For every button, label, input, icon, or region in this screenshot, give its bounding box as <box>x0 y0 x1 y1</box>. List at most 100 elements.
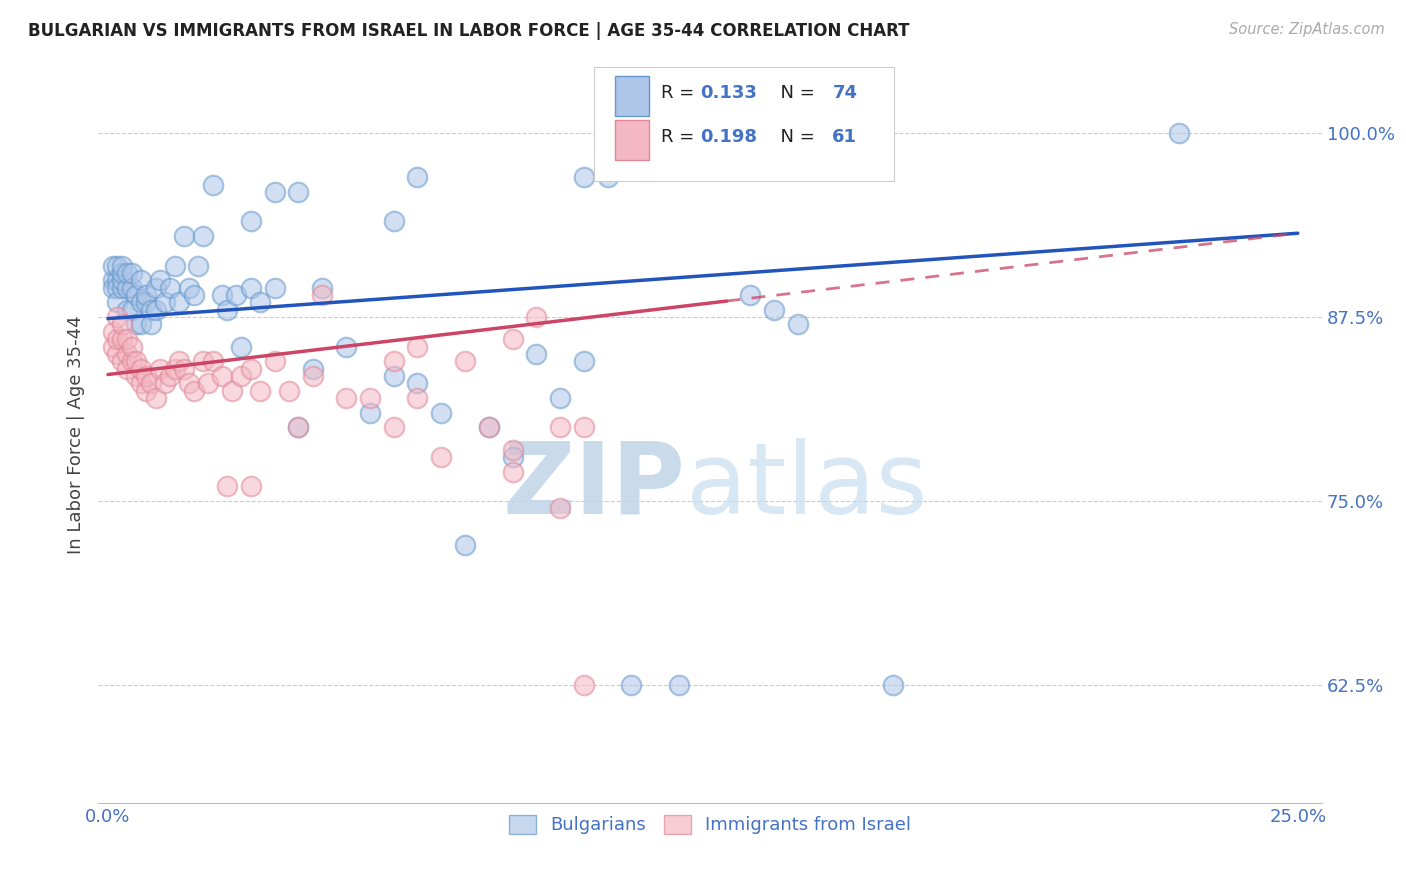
Point <box>111 332 134 346</box>
Point <box>125 369 148 384</box>
Text: ZIP: ZIP <box>503 438 686 535</box>
Point <box>121 266 143 280</box>
Point <box>231 369 253 384</box>
Point <box>139 376 162 391</box>
Point <box>249 295 271 310</box>
Point <box>239 214 262 228</box>
Point <box>215 479 238 493</box>
Point <box>101 273 124 287</box>
Point <box>129 318 152 332</box>
Point <box>107 347 129 361</box>
Point <box>548 391 571 405</box>
Point <box>173 361 195 376</box>
Point <box>101 280 124 294</box>
Y-axis label: In Labor Force | Age 35-44: In Labor Force | Age 35-44 <box>66 316 84 554</box>
Point <box>125 288 148 302</box>
Point <box>548 420 571 434</box>
Point <box>121 354 143 368</box>
Point <box>121 340 143 354</box>
Point <box>169 354 191 368</box>
Point <box>359 391 381 405</box>
Point <box>382 369 405 384</box>
Point <box>169 295 191 310</box>
Text: 0.198: 0.198 <box>700 128 758 145</box>
Point <box>191 229 214 244</box>
Point <box>111 259 134 273</box>
Point <box>177 376 200 391</box>
Point <box>382 420 405 434</box>
Point <box>502 450 524 464</box>
Point <box>115 347 138 361</box>
Point <box>572 678 595 692</box>
Point <box>135 369 157 384</box>
Point <box>596 170 619 185</box>
Point <box>502 332 524 346</box>
Text: R =: R = <box>661 84 700 102</box>
Point <box>139 302 162 317</box>
Point <box>359 406 381 420</box>
FancyBboxPatch shape <box>593 67 893 181</box>
Point <box>121 302 143 317</box>
Point <box>121 280 143 294</box>
Point <box>763 302 786 317</box>
Bar <box>614 76 648 116</box>
Point <box>101 259 124 273</box>
Point <box>197 376 219 391</box>
Point <box>149 273 172 287</box>
Point <box>125 318 148 332</box>
Point <box>430 450 453 464</box>
Text: 0.133: 0.133 <box>700 84 756 102</box>
Point <box>502 442 524 457</box>
Point <box>115 266 138 280</box>
Point <box>149 361 172 376</box>
Point <box>311 288 333 302</box>
Point <box>129 361 152 376</box>
Point <box>111 318 134 332</box>
Point <box>231 340 253 354</box>
Point <box>135 295 157 310</box>
Point <box>502 465 524 479</box>
Point <box>572 354 595 368</box>
Point <box>163 361 186 376</box>
Point <box>406 391 429 405</box>
Point <box>548 501 571 516</box>
Point <box>572 420 595 434</box>
Point <box>221 384 243 398</box>
Point <box>454 538 477 552</box>
Point <box>882 678 904 692</box>
Point <box>135 384 157 398</box>
Point <box>382 354 405 368</box>
Point <box>107 259 129 273</box>
Point <box>107 280 129 294</box>
Point <box>287 185 309 199</box>
Point <box>145 302 167 317</box>
Point <box>145 280 167 294</box>
Point <box>115 280 138 294</box>
Point <box>129 376 152 391</box>
Point <box>173 229 195 244</box>
Point <box>211 369 233 384</box>
Text: 61: 61 <box>832 128 858 145</box>
Point <box>239 479 262 493</box>
Text: N =: N = <box>769 84 820 102</box>
Legend: Bulgarians, Immigrants from Israel: Bulgarians, Immigrants from Israel <box>502 808 918 842</box>
Text: atlas: atlas <box>686 438 927 535</box>
Point <box>430 406 453 420</box>
Point <box>135 288 157 302</box>
Point <box>115 361 138 376</box>
Point <box>183 384 205 398</box>
Point <box>239 280 262 294</box>
Point <box>107 295 129 310</box>
Point <box>159 369 181 384</box>
Point <box>263 280 285 294</box>
Point <box>335 340 357 354</box>
Point <box>572 170 595 185</box>
Point <box>115 332 138 346</box>
Point <box>163 259 186 273</box>
Point <box>153 376 176 391</box>
Point <box>277 384 299 398</box>
Point <box>139 318 162 332</box>
Point <box>311 280 333 294</box>
Point <box>406 376 429 391</box>
Point <box>111 273 134 287</box>
